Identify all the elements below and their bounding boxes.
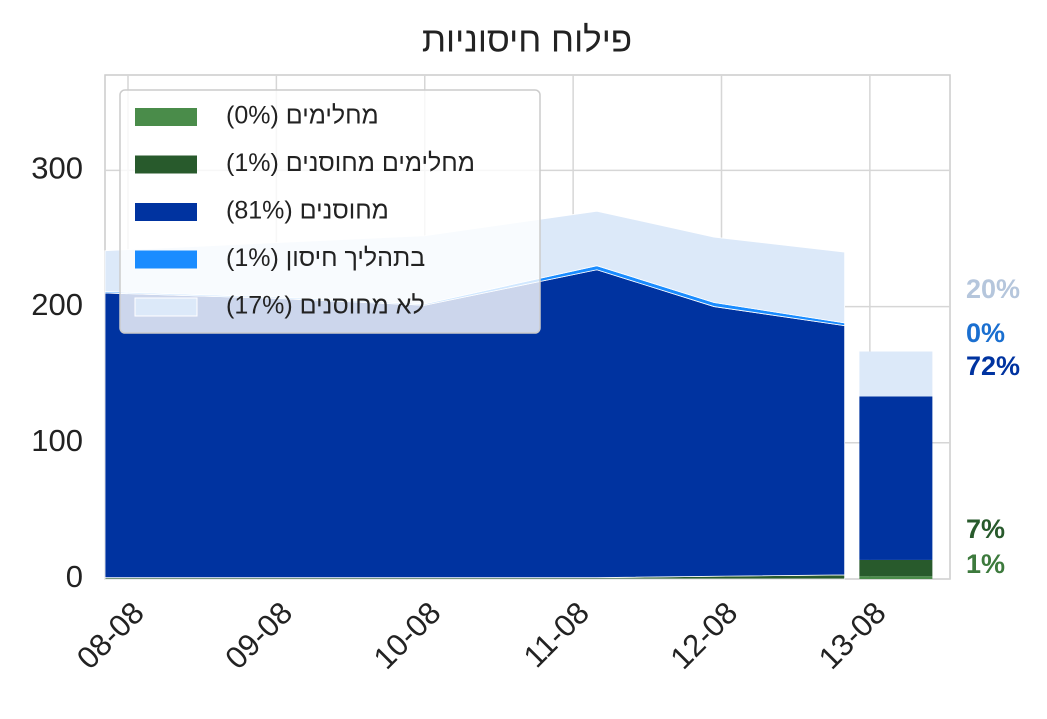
legend-swatch xyxy=(135,108,197,126)
legend-label: מחלימים (0%) xyxy=(226,102,379,130)
legend-label: בתהליך חיסון (1%) xyxy=(226,244,425,272)
y-tick-label: 100 xyxy=(31,423,83,458)
y-tick-label: 200 xyxy=(31,287,83,322)
bar-share-label: 1% xyxy=(966,549,1005,579)
bar-segment xyxy=(859,396,933,560)
x-tick-label: 08-08 xyxy=(70,595,151,676)
legend-swatch xyxy=(135,250,197,269)
legend-label: לא מחוסנים (17%) xyxy=(226,292,425,320)
x-tick-label: 12-08 xyxy=(663,595,744,676)
bar-segment xyxy=(859,576,933,579)
x-tick-label: 10-08 xyxy=(367,595,448,676)
legend-box xyxy=(119,89,541,334)
bar-share-label: 72% xyxy=(966,351,1020,381)
legend-swatch xyxy=(135,155,197,174)
legend-label: מחוסנים (81%) xyxy=(226,197,389,225)
x-tick-label: 11-08 xyxy=(517,595,596,674)
legend-swatch xyxy=(135,203,197,221)
legend-label: מחלימים מחוסנים (1%) xyxy=(226,149,475,177)
chart-title: פילוח חיסוניות xyxy=(422,20,632,59)
x-tick-label: 13-08 xyxy=(812,595,893,676)
bar-segment xyxy=(859,559,933,577)
bar-share-label: 20% xyxy=(966,274,1020,304)
x-tick-label: 09-08 xyxy=(218,595,299,676)
bar-share-label: 7% xyxy=(966,514,1005,544)
bar-segment xyxy=(859,351,933,397)
bar-share-label: 0% xyxy=(966,318,1005,348)
y-tick-label: 0 xyxy=(66,559,83,594)
y-tick-label: 300 xyxy=(31,151,83,186)
legend-swatch xyxy=(134,297,198,317)
